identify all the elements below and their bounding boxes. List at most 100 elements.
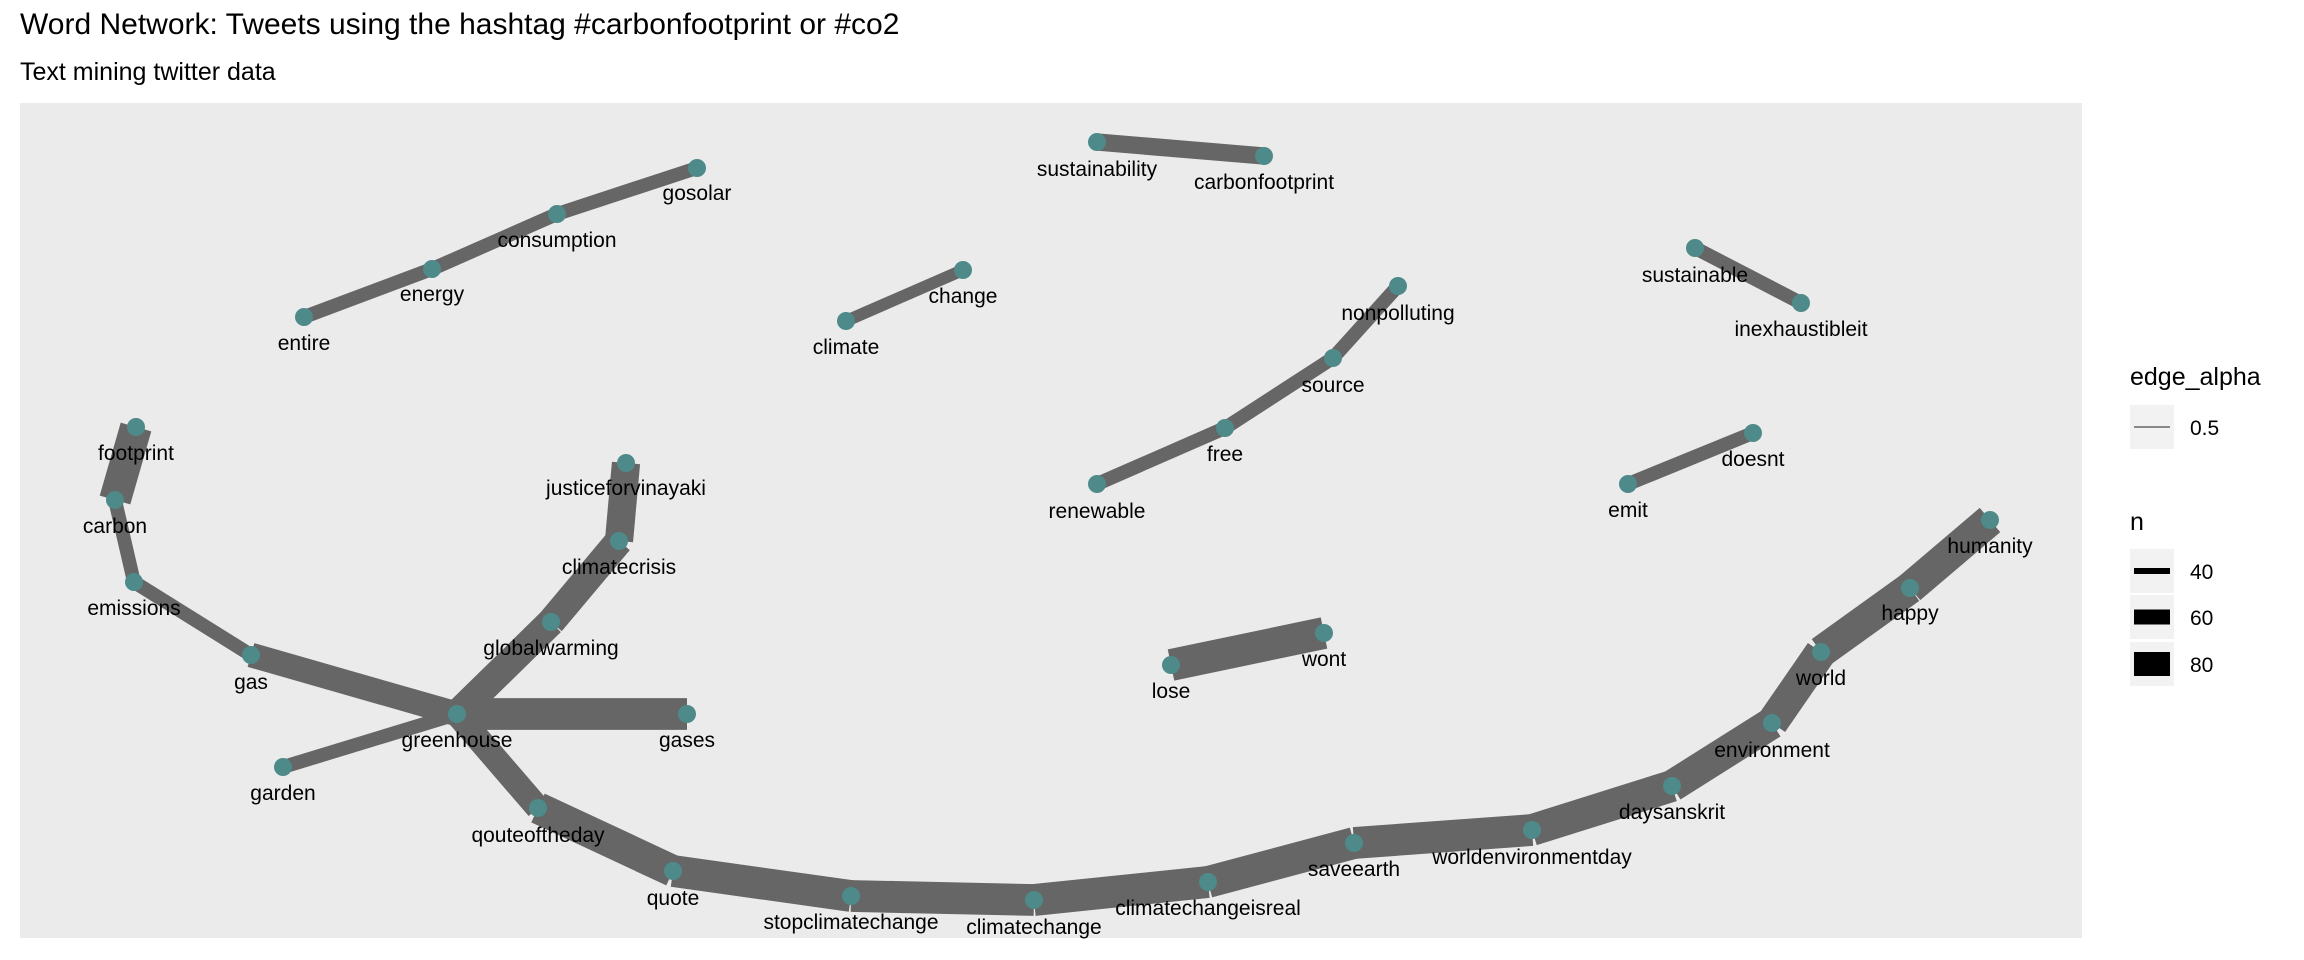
edge-climatecrisis-globalwarming: [540, 531, 630, 632]
edge-sustainable-inexhaustibleit: [1691, 241, 1805, 310]
edge-entire-energy: [301, 262, 435, 324]
legend-n-keys: 40 60 80: [2130, 549, 2213, 686]
node-label-quote: quote: [647, 887, 700, 910]
node-doesnt: [1744, 424, 1762, 442]
node-lose: [1162, 656, 1180, 674]
node-energy: [423, 260, 441, 278]
node-label-gosolar: gosolar: [663, 182, 732, 205]
node-label-wont: wont: [1301, 648, 1347, 671]
node-label-gases: gases: [659, 729, 715, 752]
node-label-justiceforvinayaki: justiceforvinayaki: [545, 477, 706, 500]
node-label-sustainable: sustainable: [1642, 264, 1748, 287]
node-label-qouteoftheday: qouteoftheday: [471, 824, 605, 847]
node-label-entire: entire: [278, 332, 331, 355]
node-gas: [242, 646, 260, 664]
edge-consumption-gosolar: [554, 161, 700, 221]
node-label-renewable: renewable: [1049, 500, 1146, 523]
node-greenhouse: [448, 705, 466, 723]
node-nonpolluting: [1389, 277, 1407, 295]
node-climatecrisis: [610, 532, 628, 550]
node-sustainable: [1686, 239, 1704, 257]
node-label-nonpolluting: nonpolluting: [1341, 302, 1454, 325]
node-label-climatechange: climatechange: [966, 916, 1101, 939]
node-label-lose: lose: [1152, 680, 1191, 703]
node-label-globalwarming: globalwarming: [483, 637, 618, 660]
node-climatechangeisreal: [1199, 873, 1217, 891]
node-stopclimatechange: [842, 887, 860, 905]
edge-qouteoftheday-quote: [531, 793, 680, 886]
node-emissions: [125, 573, 143, 591]
node-worldenvironmentday: [1523, 821, 1541, 839]
node-free: [1216, 419, 1234, 437]
edge-daysanskrit-environment: [1663, 709, 1781, 800]
node-climatechange: [1025, 891, 1043, 909]
edge-renewable-free: [1094, 421, 1228, 491]
node-label-emissions: emissions: [87, 597, 180, 620]
edge-greenhouse-qouteoftheday: [447, 705, 548, 817]
node-label-garden: garden: [250, 782, 315, 805]
node-label-carbonfootprint: carbonfootprint: [1194, 171, 1334, 194]
edge-climatechange-climatechangeisreal: [1032, 866, 1210, 916]
edge-world-happy: [1811, 575, 1920, 665]
node-entire: [295, 308, 313, 326]
node-globalwarming: [542, 613, 560, 631]
edge-carbon-emissions: [108, 498, 141, 584]
labels-layer: sustainability carbonfootprint gosolar cons…: [83, 158, 2033, 939]
edge-worldenvironmentday-daysanskrit: [1527, 770, 1677, 846]
node-justiceforvinayaki: [617, 454, 635, 472]
edges-layer: [99, 133, 2001, 916]
edge-free-source: [1221, 352, 1337, 434]
node-label-climatechangeisreal: climatechangeisreal: [1115, 897, 1301, 920]
node-label-saveearth: saveearth: [1308, 858, 1400, 881]
edge-garden-greenhouse: [280, 707, 460, 774]
node-quote: [664, 862, 682, 880]
legend-n-key-label-60: 60: [2190, 607, 2213, 630]
node-label-doesnt: doesnt: [1721, 448, 1784, 471]
node-gosolar: [688, 159, 706, 177]
legend-n-title: n: [2130, 508, 2144, 536]
edge-happy-humanity: [1899, 507, 2001, 601]
legend-alpha-value: 0.5: [2190, 417, 2219, 440]
node-label-change: change: [929, 285, 998, 308]
node-label-gas: gas: [234, 671, 268, 694]
edge-quote-stopclimatechange: [670, 855, 854, 912]
node-label-climate: climate: [813, 336, 880, 359]
edge-source-nonpolluting: [1327, 281, 1404, 363]
edge-justiceforvinayaki-climatecrisis: [604, 461, 641, 543]
node-label-sustainability: sustainability: [1037, 158, 1158, 181]
node-wont: [1315, 624, 1333, 642]
edge-energy-consumption: [429, 207, 560, 276]
edge-carbon-footprint: [99, 422, 152, 505]
node-source: [1324, 349, 1342, 367]
node-garden: [274, 758, 292, 776]
nodes-layer: [106, 133, 1999, 909]
node-climate: [837, 312, 855, 330]
node-environment: [1763, 714, 1781, 732]
node-humanity: [1981, 511, 1999, 529]
edge-environment-world: [1758, 642, 1835, 733]
legend-n-key-label-80: 80: [2190, 654, 2213, 677]
legend-n-key-bar-80: [2134, 652, 2170, 676]
node-label-inexhaustibleit: inexhaustibleit: [1734, 318, 1867, 341]
node-saveearth: [1345, 834, 1363, 852]
node-change: [954, 261, 972, 279]
node-label-environment: environment: [1714, 739, 1830, 762]
node-label-emit: emit: [1608, 499, 1648, 522]
node-daysanskrit: [1663, 777, 1681, 795]
node-label-worldenvironmentday: worldenvironmentday: [1431, 846, 1632, 869]
edge-saveearth-worldenvironmentday: [1352, 814, 1534, 859]
legend-n-key-bar-60: [2134, 609, 2170, 625]
node-label-humanity: humanity: [1947, 535, 2033, 558]
node-label-consumption: consumption: [497, 229, 616, 252]
node-emit: [1619, 475, 1637, 493]
node-consumption: [548, 205, 566, 223]
node-happy: [1901, 579, 1919, 597]
edge-stopclimatechange-climatechange: [850, 880, 1035, 916]
chart-title: Word Network: Tweets using the hashtag #…: [20, 8, 900, 41]
edge-climate-change: [843, 264, 966, 327]
edge-sustainability-carbonfootprint: [1096, 133, 1265, 165]
node-gases: [678, 705, 696, 723]
node-sustainability: [1088, 133, 1106, 151]
legend-n-key-label-40: 40: [2190, 561, 2213, 584]
node-footprint: [127, 418, 145, 436]
